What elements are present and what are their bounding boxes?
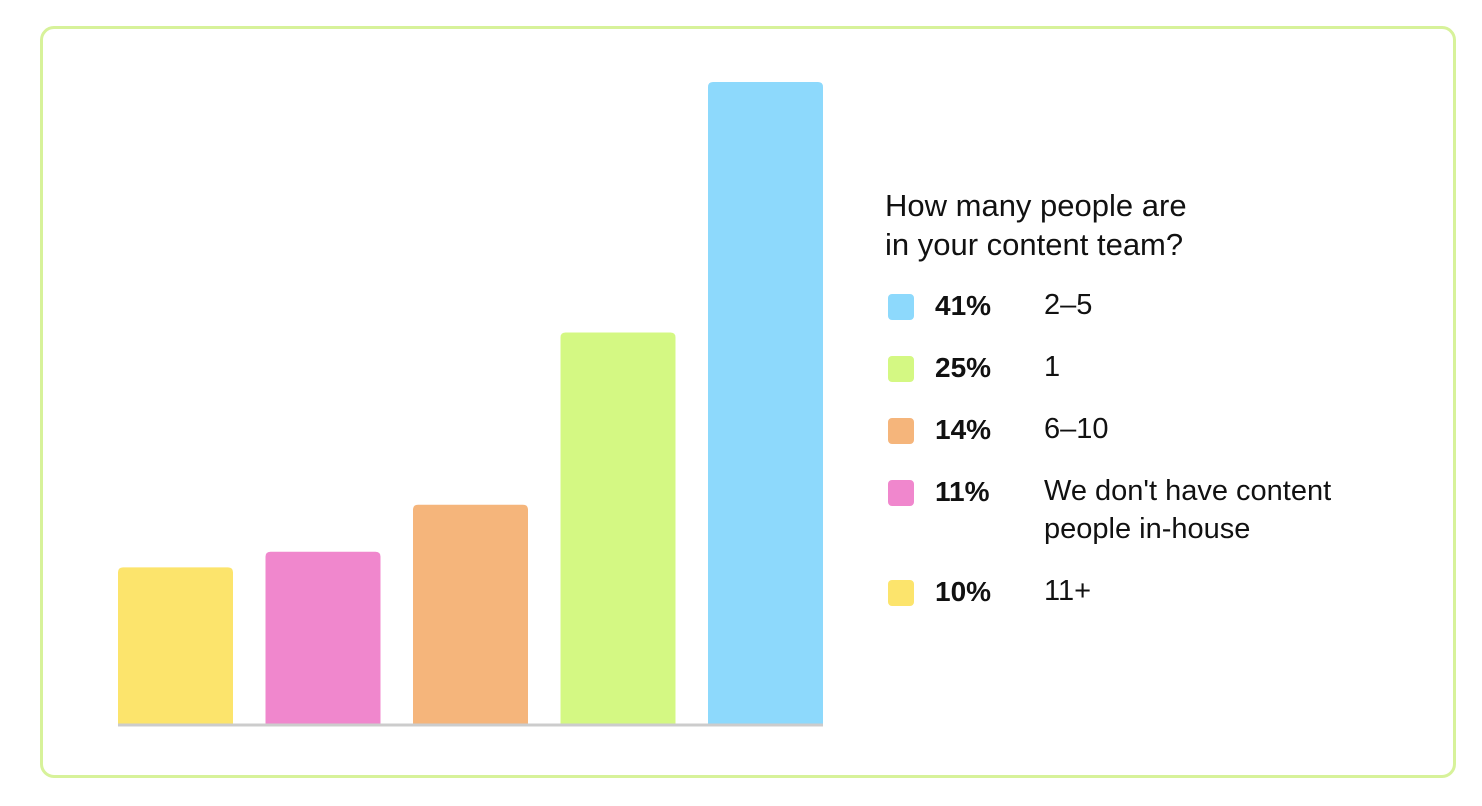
legend-swatch-1 — [888, 356, 914, 382]
legend-item-11-plus: 10% 11+ — [888, 572, 1448, 634]
legend-item-none-in-house: 11% We don't have content people in-hous… — [888, 472, 1448, 572]
legend-label-none-in-house: We don't have content people in-house — [1044, 472, 1424, 548]
bar-1 — [118, 567, 233, 724]
bar-3 — [413, 504, 528, 724]
legend-label-1: 1 — [1044, 351, 1061, 383]
bar-5 — [708, 82, 823, 724]
legend-label-none-in-house-line-1: We don't have content — [1044, 475, 1332, 507]
legend-swatch-11-plus — [888, 580, 914, 606]
legend-swatch-2-5 — [888, 294, 914, 320]
legend-swatch-6-10 — [888, 418, 914, 444]
legend-swatch-none-in-house — [888, 480, 914, 506]
legend-label-11-plus: 11+ — [1044, 575, 1092, 607]
legend-label-6-10: 6–10 — [1044, 413, 1109, 445]
legend-item-2-5: 41% 2–5 — [888, 286, 1448, 348]
chart-title-line-1: How many people are — [885, 188, 1187, 223]
legend-label-2-5: 2–5 — [1044, 289, 1093, 321]
chart-title-line-2: in your content team? — [885, 227, 1184, 262]
chart-legend: 41% 2–5 25% 1 14% 6–10 11% We don't have… — [888, 286, 1448, 634]
legend-item-6-10: 14% 6–10 — [888, 410, 1448, 472]
legend-percent-none-in-house: 11% — [935, 476, 990, 507]
legend-label-none-in-house-line-2: people in-house — [1044, 513, 1251, 545]
chart-title: How many people are in your content team… — [885, 186, 1265, 264]
legend-item-1: 25% 1 — [888, 348, 1448, 410]
legend-percent-11-plus: 10% — [935, 576, 992, 607]
bar-2 — [265, 551, 381, 724]
legend-percent-1: 25% — [935, 352, 992, 383]
legend-percent-6-10: 14% — [935, 414, 992, 445]
legend-percent-2-5: 41% — [935, 290, 992, 321]
bar-4 — [560, 332, 676, 724]
